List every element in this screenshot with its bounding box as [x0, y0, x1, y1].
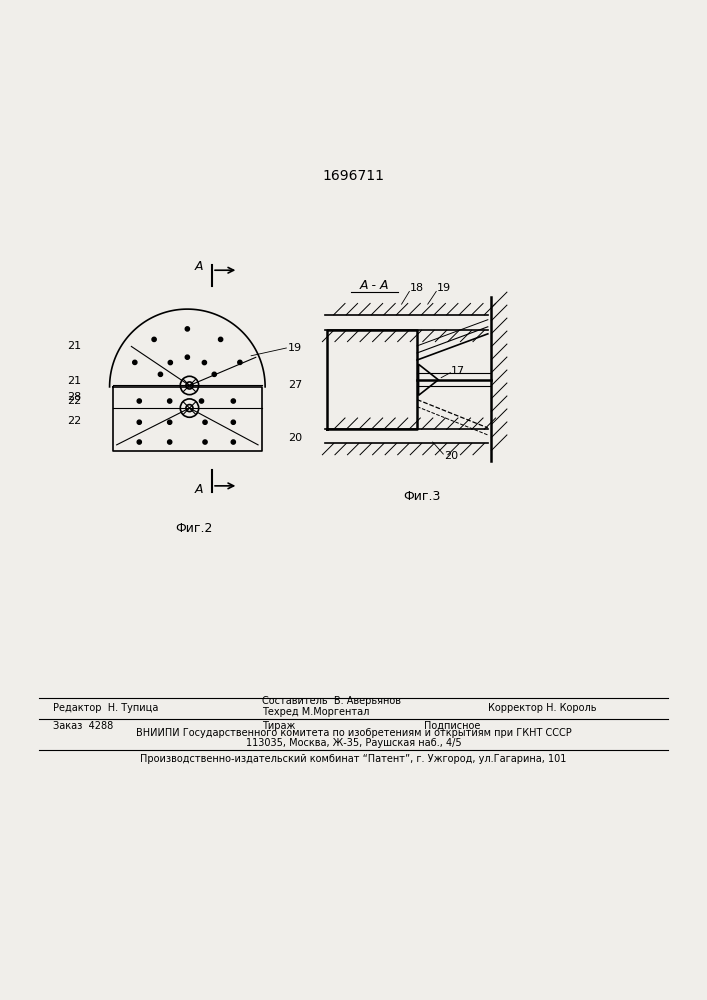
Circle shape	[168, 440, 172, 444]
Circle shape	[185, 355, 189, 359]
Text: 22: 22	[67, 416, 81, 426]
Circle shape	[203, 440, 207, 444]
Text: 20: 20	[288, 433, 302, 443]
Circle shape	[158, 372, 163, 376]
Circle shape	[133, 360, 137, 365]
Text: 19: 19	[288, 343, 302, 353]
Circle shape	[238, 360, 242, 365]
Circle shape	[199, 399, 204, 403]
Text: Производственно-издательский комбинат “Патент”, г. Ужгород, ул.Гагарина, 101: Производственно-издательский комбинат “П…	[140, 754, 567, 764]
Circle shape	[168, 360, 173, 365]
Text: Фиг.2: Фиг.2	[176, 522, 213, 535]
Circle shape	[202, 360, 206, 365]
Text: A: A	[194, 483, 203, 496]
Text: Составитель  В. Аверьянов: Составитель В. Аверьянов	[262, 696, 401, 706]
Text: 19: 19	[437, 283, 451, 293]
Circle shape	[168, 420, 172, 424]
Text: Тираж: Тираж	[262, 721, 295, 731]
Circle shape	[231, 440, 235, 444]
Circle shape	[168, 399, 172, 403]
Text: A - A: A - A	[360, 279, 390, 292]
Text: Подписное: Подписное	[424, 721, 481, 731]
Text: 20: 20	[444, 451, 458, 461]
Text: 17: 17	[451, 366, 465, 376]
Text: Корректор Н. Король: Корректор Н. Король	[488, 703, 596, 713]
Text: 28: 28	[67, 392, 81, 402]
Text: 1696711: 1696711	[322, 169, 385, 183]
Circle shape	[231, 420, 235, 424]
Text: 21: 21	[67, 376, 81, 386]
Text: A: A	[194, 260, 203, 273]
Circle shape	[137, 440, 141, 444]
Circle shape	[185, 327, 189, 331]
Text: 27: 27	[288, 380, 302, 390]
Text: Редактор  Н. Тупица: Редактор Н. Тупица	[53, 703, 158, 713]
Circle shape	[137, 399, 141, 403]
Text: Заказ  4288: Заказ 4288	[53, 721, 113, 731]
Circle shape	[231, 399, 235, 403]
Text: ВНИИПИ Государственного комитета по изобретениям и открытиям при ГКНТ СССР: ВНИИПИ Государственного комитета по изоб…	[136, 728, 571, 738]
Circle shape	[137, 420, 141, 424]
Text: 113035, Москва, Ж-35, Раушская наб., 4/5: 113035, Москва, Ж-35, Раушская наб., 4/5	[246, 738, 461, 748]
Text: 21: 21	[67, 341, 81, 351]
Circle shape	[152, 337, 156, 342]
Circle shape	[203, 420, 207, 424]
Circle shape	[212, 372, 216, 376]
Text: 18: 18	[410, 283, 424, 293]
Circle shape	[218, 337, 223, 342]
Text: Техред М.Моргентал: Техред М.Моргентал	[262, 707, 369, 717]
Text: Фиг.3: Фиг.3	[404, 490, 441, 503]
Text: 22: 22	[67, 396, 81, 406]
